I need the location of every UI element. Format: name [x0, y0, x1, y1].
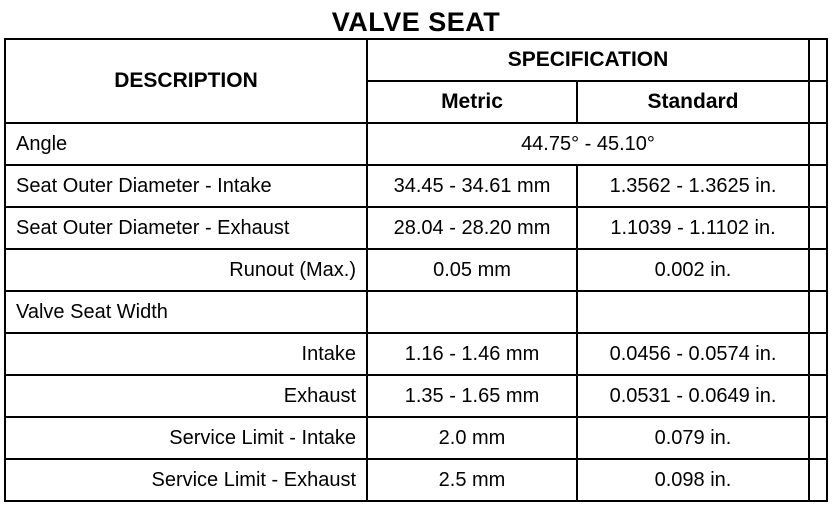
description-cell: Runout (Max.): [4, 248, 368, 292]
description-cell: Seat Outer Diameter - Intake: [4, 164, 368, 208]
gutter-cell: [808, 38, 828, 82]
standard-cell: 0.0456 - 0.0574 in.: [576, 332, 810, 376]
table-body: Angle 44.75° - 45.10° Seat Outer Diamete…: [4, 122, 828, 502]
metric-cell: 2.5 mm: [366, 458, 578, 502]
standard-cell: [576, 290, 810, 334]
standard-cell: 0.002 in.: [576, 248, 810, 292]
gutter-cell: [808, 248, 828, 292]
table-row-service-limit-exhaust: Service Limit - Exhaust 2.5 mm 0.098 in.: [4, 458, 828, 502]
gutter-cell: [808, 206, 828, 250]
valve-seat-spec-table: DESCRIPTION SPECIFICATION Metric Standar…: [4, 38, 828, 502]
table-header-row-1: DESCRIPTION SPECIFICATION: [4, 38, 828, 124]
gutter-cell: [808, 80, 828, 124]
gutter-cell: [808, 164, 828, 208]
metric-cell: 0.05 mm: [366, 248, 578, 292]
standard-cell: 1.1039 - 1.1102 in.: [576, 206, 810, 250]
standard-cell: 1.3562 - 1.3625 in.: [576, 164, 810, 208]
table-header: DESCRIPTION SPECIFICATION Metric Standar…: [4, 38, 828, 124]
table-row-seat-od-exhaust: Seat Outer Diameter - Exhaust 28.04 - 28…: [4, 206, 828, 250]
header-specification: SPECIFICATION: [366, 38, 810, 82]
description-cell: Exhaust: [4, 374, 368, 418]
description-cell: Valve Seat Width: [4, 290, 368, 334]
spec-value-cell: 44.75° - 45.10°: [366, 122, 810, 166]
table-row-valve-seat-width: Valve Seat Width: [4, 290, 828, 334]
gutter-cell: [808, 122, 828, 166]
table-header-row-2: Metric Standard: [5, 80, 828, 124]
metric-cell: [366, 290, 578, 334]
description-cell: Service Limit - Intake: [4, 416, 368, 460]
standard-cell: 0.098 in.: [576, 458, 810, 502]
page-title: VALVE SEAT: [331, 7, 501, 37]
standard-cell: 0.079 in.: [576, 416, 810, 460]
metric-cell: 1.16 - 1.46 mm: [366, 332, 578, 376]
gutter-cell: [808, 416, 828, 460]
header-metric: Metric: [366, 80, 578, 124]
table-row-seat-od-intake: Seat Outer Diameter - Intake 34.45 - 34.…: [4, 164, 828, 208]
metric-cell: 34.45 - 34.61 mm: [366, 164, 578, 208]
table-row-width-exhaust: Exhaust 1.35 - 1.65 mm 0.0531 - 0.0649 i…: [4, 374, 828, 418]
description-cell: Angle: [4, 122, 368, 166]
table-row-width-intake: Intake 1.16 - 1.46 mm 0.0456 - 0.0574 in…: [4, 332, 828, 376]
gutter-cell: [808, 332, 828, 376]
gutter-cell: [808, 374, 828, 418]
description-cell: Intake: [4, 332, 368, 376]
table-row-runout: Runout (Max.) 0.05 mm 0.002 in.: [4, 248, 828, 292]
description-cell: Seat Outer Diameter - Exhaust: [4, 206, 368, 250]
metric-cell: 1.35 - 1.65 mm: [366, 374, 578, 418]
standard-cell: 0.0531 - 0.0649 in.: [576, 374, 810, 418]
header-standard: Standard: [576, 80, 810, 124]
description-cell: Service Limit - Exhaust: [4, 458, 368, 502]
gutter-cell: [808, 290, 828, 334]
table-row-service-limit-intake: Service Limit - Intake 2.0 mm 0.079 in.: [4, 416, 828, 460]
gutter-cell: [808, 458, 828, 502]
metric-cell: 2.0 mm: [366, 416, 578, 460]
table-row-angle: Angle 44.75° - 45.10°: [4, 122, 828, 166]
metric-cell: 28.04 - 28.20 mm: [366, 206, 578, 250]
header-description: DESCRIPTION: [4, 38, 368, 124]
